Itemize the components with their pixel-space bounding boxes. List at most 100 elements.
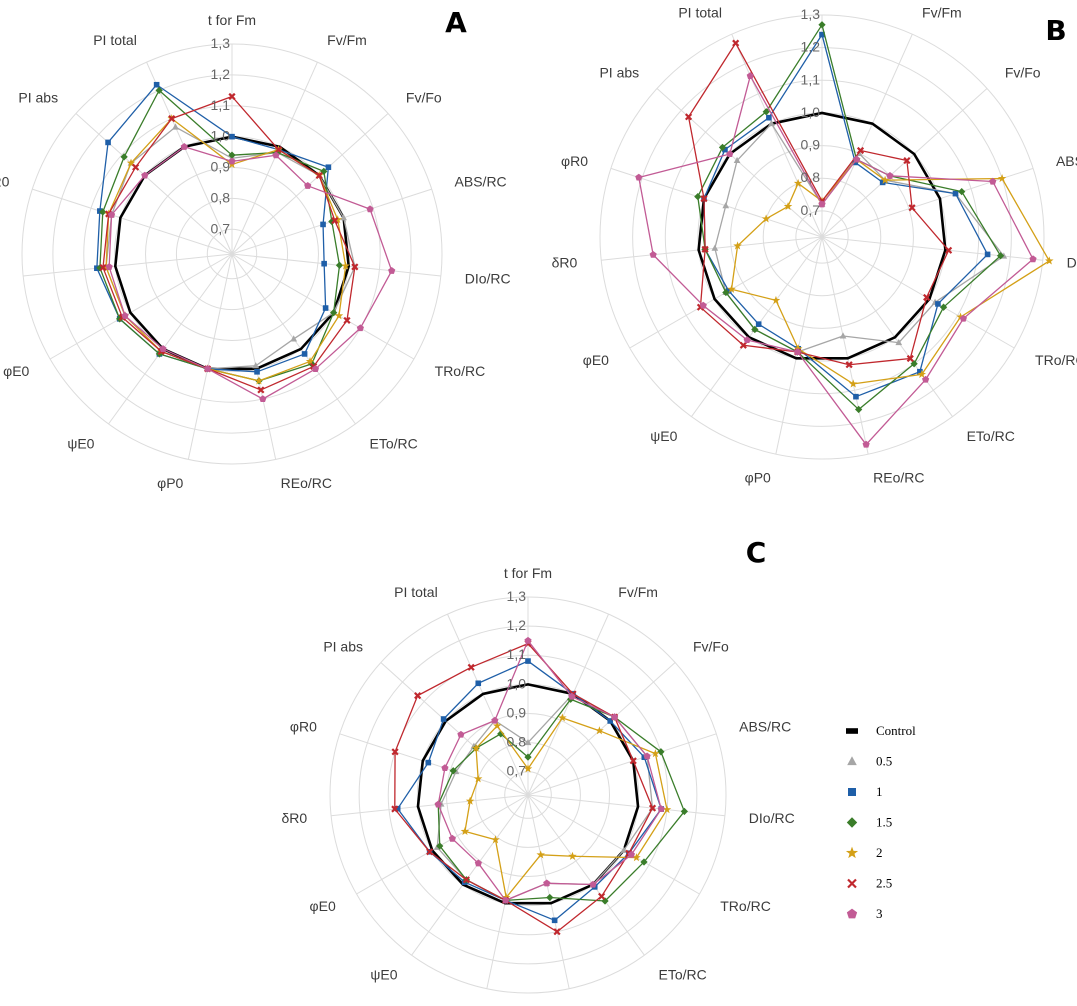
legend-item-1-5: 1.5 (846, 815, 892, 830)
data-point (771, 295, 781, 305)
data-point (649, 250, 657, 258)
panel-letter: A (445, 6, 467, 39)
data-point (341, 261, 350, 270)
data-point (141, 171, 149, 179)
axis-label-e0: ψE0 (650, 428, 677, 444)
data-point (662, 805, 672, 814)
grid-spoke (610, 167, 823, 238)
series-line (703, 33, 989, 398)
data-point (923, 293, 931, 301)
data-point (301, 351, 308, 357)
data-point (855, 405, 863, 414)
data-point (229, 133, 235, 140)
axis-label-fv-fm: Fv/Fm (327, 32, 367, 48)
data-point (254, 369, 260, 375)
data-point (388, 267, 396, 274)
data-point (722, 288, 730, 297)
legend-item-2: 2 (845, 845, 883, 860)
axis-label-eto-rc: ETo/RC (370, 435, 418, 451)
axis-label-e0: ψE0 (67, 435, 94, 451)
data-point (553, 928, 561, 936)
data-point (321, 260, 327, 267)
data-point (768, 120, 775, 127)
data-point (935, 301, 941, 307)
grid-spoke (146, 61, 233, 255)
data-point (107, 211, 116, 218)
series-line (464, 717, 668, 899)
data-point (903, 156, 911, 165)
data-point (391, 748, 399, 756)
data-point (699, 301, 707, 309)
data-point (491, 716, 499, 724)
series-line (437, 640, 662, 902)
data-point (274, 146, 283, 154)
legend-label: 2.5 (876, 876, 892, 891)
series-line (105, 117, 347, 382)
data-point (627, 850, 635, 858)
axis-label-r0: δR0 (282, 810, 308, 826)
axis-labels: t for Fm Fv/Fm Fv/Fo ABS/RC DIo/RC TRo/RC ETo/… (282, 565, 795, 1006)
tick-labels: 0,7 0,8 0,9 1,0 1,1 1,2 1,3 (211, 35, 231, 236)
grid-spoke (339, 733, 529, 796)
data-point (632, 853, 641, 862)
axis-label-eto-rc: ETo/RC (658, 967, 706, 983)
axis-label-abs-rc: ABS/RC (739, 718, 791, 734)
data-point (595, 726, 604, 735)
axis-label-reo-rc: REo/RC (873, 470, 924, 486)
data-point (172, 123, 179, 130)
data-point (718, 143, 727, 152)
data-point (204, 365, 212, 372)
data-point (536, 850, 545, 859)
series-line (102, 95, 356, 391)
data-point (917, 369, 927, 378)
axis-label-r0: φR0 (561, 153, 588, 169)
data-point (727, 284, 736, 293)
data-point (819, 31, 825, 38)
axis-label-fv-fo: Fv/Fo (693, 638, 729, 654)
data-point (725, 288, 732, 294)
data-point (848, 379, 858, 388)
axis-label-p0: φP0 (157, 475, 183, 491)
data-point (984, 251, 991, 258)
grid-spoke (821, 236, 869, 455)
tick-label: 1,1 (507, 646, 527, 662)
data-point (99, 208, 107, 216)
series-1-5 (694, 21, 1005, 414)
data-point (436, 842, 444, 850)
series-3 (105, 143, 396, 403)
legend-label: 1 (876, 784, 883, 799)
data-point (441, 764, 449, 772)
data-point (440, 716, 447, 722)
radar-panel-b: 0,7 0,8 0,9 1,0 1,1 1,2 1,3t for FmFv/FmFv/FoA… (552, 4, 1077, 486)
data-point (635, 173, 643, 181)
data-point (722, 202, 730, 209)
tick-label: 0,7 (211, 220, 231, 236)
data-point (228, 92, 236, 101)
data-point (997, 174, 1007, 183)
data-point (311, 365, 320, 372)
data-point (159, 345, 167, 352)
legend-swatch (846, 908, 858, 919)
series-line (697, 24, 1002, 411)
data-point (589, 880, 597, 888)
data-point (989, 177, 997, 185)
data-point (340, 214, 347, 221)
data-point (228, 151, 236, 159)
axis-label-e0: φE0 (310, 898, 336, 914)
axis-label-r0: φR0 (0, 174, 10, 190)
data-point (155, 86, 163, 95)
axis-label-fv-fo: Fv/Fo (1005, 64, 1041, 80)
series-line (437, 698, 686, 902)
data-point (958, 187, 966, 196)
data-point (315, 171, 323, 180)
tick-label: 0,8 (211, 189, 231, 205)
data-point (680, 807, 689, 816)
data-point (551, 917, 558, 924)
tick-label: 1,2 (507, 617, 527, 633)
data-point (492, 721, 502, 730)
grid-spoke (821, 236, 1043, 261)
data-point (761, 214, 771, 223)
tick-label: 0,8 (801, 169, 821, 185)
